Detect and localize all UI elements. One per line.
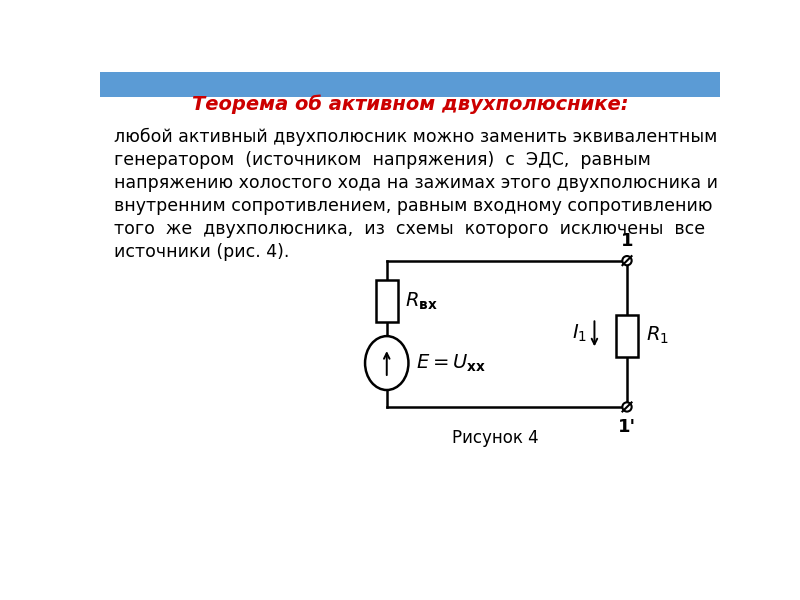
Bar — [376, 280, 398, 322]
Circle shape — [622, 256, 632, 265]
Text: генератором  (источником  напряжения)  с  ЭДС,  равным: генератором (источником напряжения) с ЭД… — [114, 151, 651, 169]
Text: любой активный двухполюсник можно заменить эквивалентным: любой активный двухполюсник можно замени… — [114, 127, 718, 146]
Text: $I_1$: $I_1$ — [571, 323, 586, 344]
Text: источники (рис. 4).: источники (рис. 4). — [114, 243, 290, 261]
Bar — [100, 72, 720, 97]
Text: $R_{\mathbf{вх}}$: $R_{\mathbf{вх}}$ — [406, 290, 438, 312]
Text: 1: 1 — [621, 232, 634, 250]
Text: 1': 1' — [618, 418, 636, 436]
Ellipse shape — [365, 336, 409, 390]
Text: внутренним сопротивлением, равным входному сопротивлению: внутренним сопротивлением, равным входно… — [114, 197, 713, 215]
Bar — [616, 314, 638, 357]
Text: $R_1$: $R_1$ — [646, 325, 669, 346]
Text: $E = U_{\mathbf{xx}}$: $E = U_{\mathbf{xx}}$ — [416, 352, 486, 374]
Text: Рисунок 4: Рисунок 4 — [452, 429, 538, 447]
Circle shape — [622, 403, 632, 412]
Text: напряжению холостого хода на зажимах этого двухполюсника и: напряжению холостого хода на зажимах это… — [114, 173, 718, 191]
Text: того  же  двухполюсника,  из  схемы  которого  исключены  все: того же двухполюсника, из схемы которого… — [114, 220, 705, 238]
Text: Теорема об активном двухполюснике:: Теорема об активном двухполюснике: — [192, 95, 628, 114]
